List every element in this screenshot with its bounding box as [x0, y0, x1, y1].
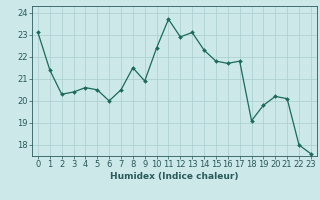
X-axis label: Humidex (Indice chaleur): Humidex (Indice chaleur): [110, 172, 239, 181]
